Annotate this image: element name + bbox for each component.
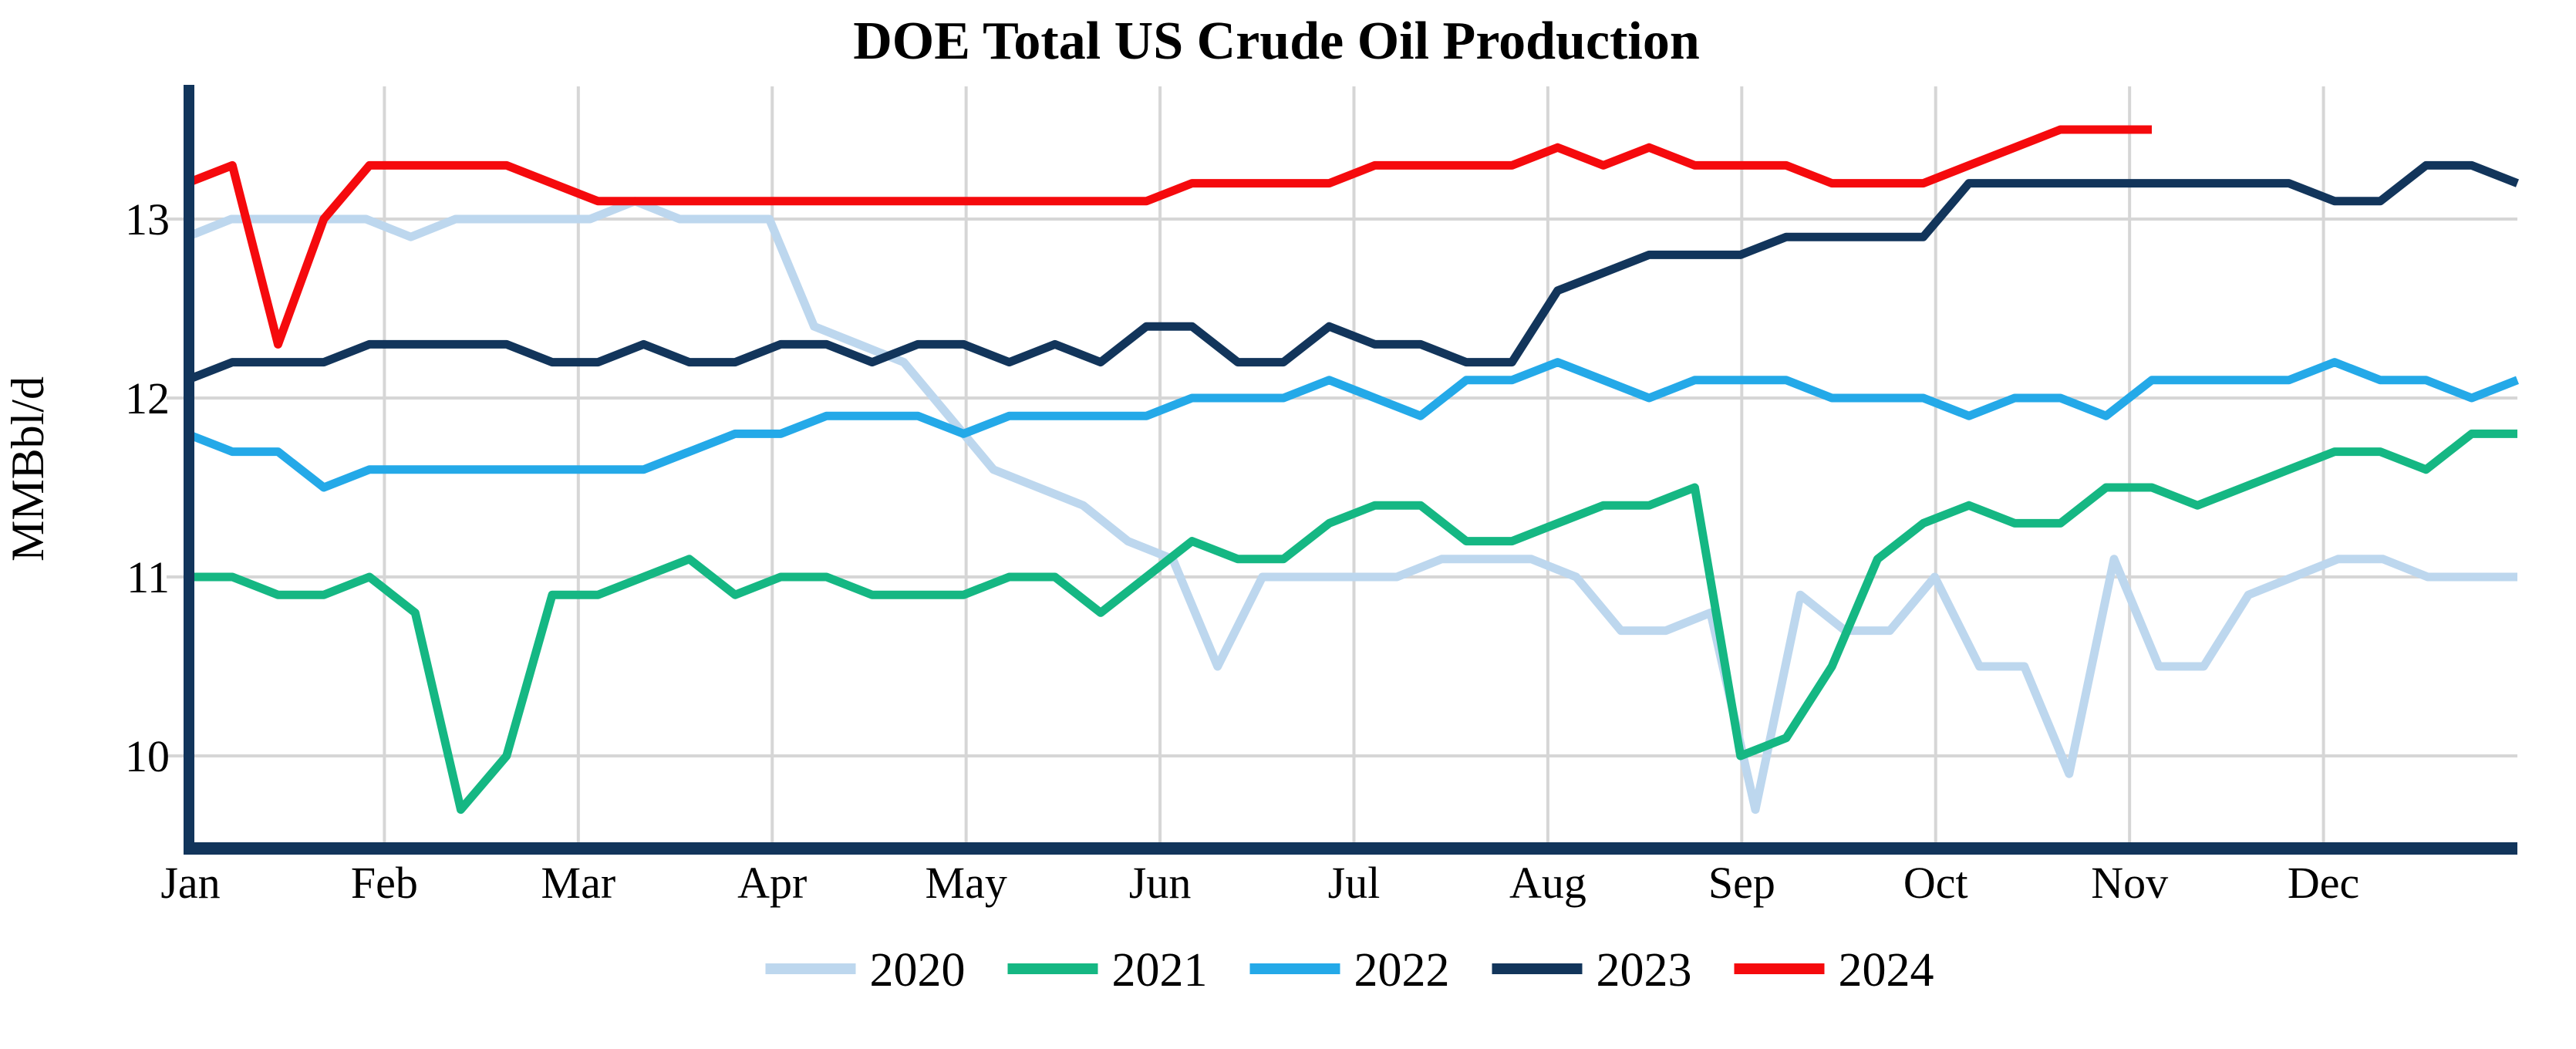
y-tick-label-10: 10 [125, 731, 170, 781]
x-tick-label-Feb: Feb [351, 858, 418, 908]
x-tick-label-Aug: Aug [1509, 858, 1586, 908]
x-axis-spine [184, 842, 2517, 855]
x-tick-label-Sep: Sep [1708, 858, 1775, 908]
legend-item-2020: 2020 [765, 944, 966, 997]
legend-item-2024: 2024 [1734, 944, 1934, 997]
y-tick-label-11: 11 [126, 552, 170, 602]
axes-layer [184, 85, 2517, 855]
series-line-2022 [184, 358, 2520, 492]
legend-label-2023: 2023 [1597, 944, 1692, 997]
x-tick-label-Jun: Jun [1129, 858, 1192, 908]
y-axis-title: MMBbl/d [2, 376, 53, 562]
y-axis-spine [184, 85, 194, 855]
legend-label-2022: 2022 [1354, 944, 1450, 997]
x-tick-label-Jan: Jan [160, 858, 220, 908]
series-line-2021 [187, 429, 2517, 815]
series-layer [184, 125, 2520, 815]
x-tick-label-Nov: Nov [2091, 858, 2168, 908]
chart-legend: 2020 2021 2022 2023 2024 [765, 944, 1934, 997]
series-line-2023 [184, 160, 2520, 384]
legend-item-2021: 2021 [1007, 944, 1208, 997]
x-tick-label-Dec: Dec [2288, 858, 2359, 908]
legend-item-2022: 2022 [1249, 944, 1450, 997]
legend-label-2020: 2020 [870, 944, 966, 997]
y-tick-label-12: 12 [125, 373, 170, 423]
legend-label-2024: 2024 [1839, 944, 1934, 997]
x-tick-label-Apr: Apr [737, 858, 807, 908]
series-line-2024 [184, 125, 2152, 349]
series-line-2020 [184, 197, 2517, 815]
x-tick-label-May: May [926, 858, 1007, 908]
legend-item-2023: 2023 [1492, 944, 1692, 997]
label-layer: DOE Total US Crude Oil Production MMBbl/… [2, 12, 2359, 908]
x-tick-label-Jul: Jul [1328, 858, 1381, 908]
y-tick-label-13: 13 [125, 194, 170, 245]
chart-title: DOE Total US Crude Oil Production [853, 12, 1700, 71]
grid-layer [167, 86, 2517, 842]
x-tick-label-Mar: Mar [541, 858, 616, 908]
legend-label-2021: 2021 [1112, 944, 1208, 997]
x-tick-label-Oct: Oct [1903, 858, 1968, 908]
